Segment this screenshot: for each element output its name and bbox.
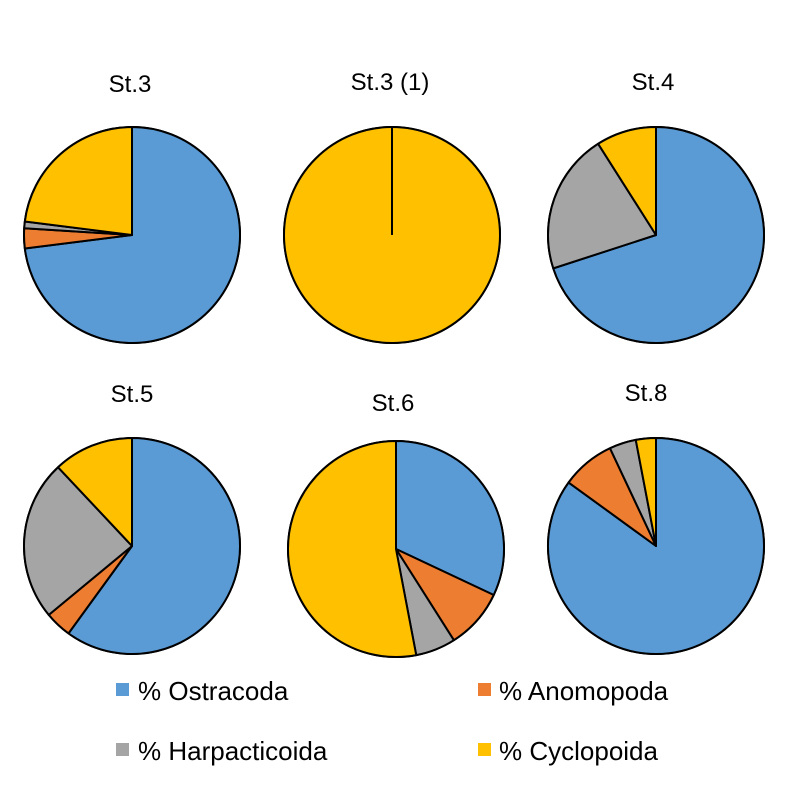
slice-harpacticoida bbox=[23, 466, 133, 616]
pie-title: St.3 (1) bbox=[351, 69, 430, 96]
pie-title: St.4 bbox=[632, 69, 675, 96]
slice-cyclopoida bbox=[23, 126, 133, 236]
pie-title: St.6 bbox=[372, 390, 415, 417]
slice-harpacticoida bbox=[547, 142, 657, 270]
pie-st-6: St.6 bbox=[287, 390, 505, 658]
legend-swatch bbox=[478, 743, 491, 756]
legend-label: % Cyclopoida bbox=[499, 736, 659, 766]
legend-swatch bbox=[478, 683, 491, 696]
legend: % Ostracoda % Anomopoda % Harpacticoida % C… bbox=[116, 676, 669, 766]
slice-cyclopoida bbox=[57, 437, 133, 547]
pie-st-8: St.8 bbox=[547, 380, 765, 655]
pie-st-5: St.5 bbox=[23, 381, 241, 655]
legend-item-cyclopoida: % Cyclopoida bbox=[478, 736, 659, 766]
pies-layer: St.3 St.3 (1) St.4 St.5 St.6 St.8 bbox=[23, 69, 765, 658]
legend-label: % Harpacticoida bbox=[138, 736, 328, 766]
legend-item-anomopoda: % Anomopoda bbox=[478, 676, 669, 706]
legend-swatch bbox=[116, 743, 129, 756]
slice-ostracoda bbox=[395, 440, 505, 596]
pie-st-3-1: St.3 (1) bbox=[283, 69, 501, 344]
pie-title: St.8 bbox=[625, 380, 668, 407]
pie-st-4: St.4 bbox=[547, 69, 765, 344]
slice-ostracoda bbox=[67, 437, 241, 655]
legend-label: % Ostracoda bbox=[138, 676, 289, 706]
slice-cyclopoida bbox=[634, 437, 657, 547]
pie-title: St.3 bbox=[109, 71, 152, 98]
slice-ostracoda bbox=[552, 126, 765, 344]
legend-item-ostracoda: % Ostracoda bbox=[116, 676, 289, 706]
slice-cyclopoida bbox=[597, 126, 657, 236]
pie-st-3: St.3 bbox=[23, 71, 241, 344]
legend-label: % Anomopoda bbox=[499, 676, 669, 706]
legend-item-harpacticoida: % Harpacticoida bbox=[116, 736, 328, 766]
legend-swatch bbox=[116, 683, 129, 696]
pie-title: St.5 bbox=[111, 381, 154, 408]
slice-ostracoda bbox=[547, 437, 765, 655]
slice-cyclopoida bbox=[287, 440, 418, 658]
